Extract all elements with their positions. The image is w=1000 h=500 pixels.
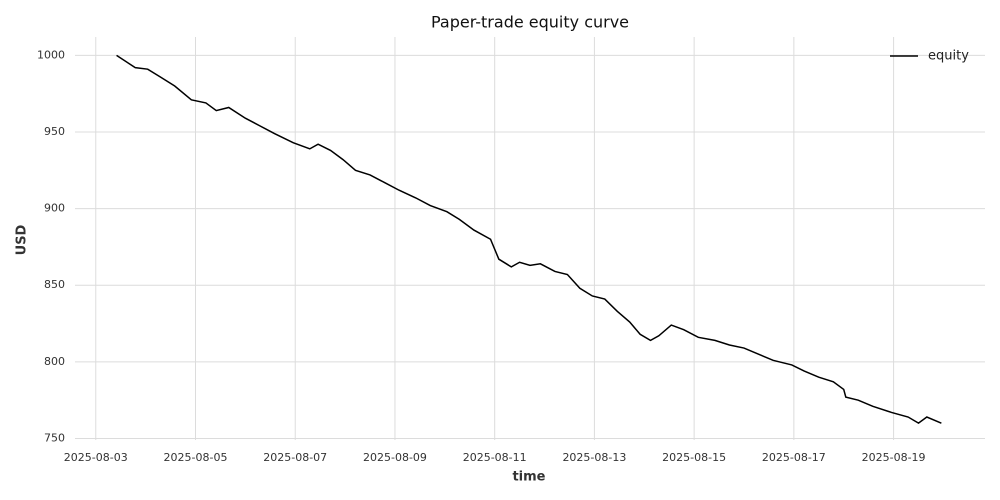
x-tick-label: 2025-08-15	[662, 451, 726, 464]
line-series	[116, 54, 942, 425]
y-tick-label: 850	[44, 278, 65, 291]
x-tick-label: 2025-08-13	[562, 451, 626, 464]
y-tick-label: 800	[44, 355, 65, 368]
x-tick-label: 2025-08-19	[862, 451, 926, 464]
y-tick-label: 900	[44, 202, 65, 215]
x-tick-label: 2025-08-05	[164, 451, 228, 464]
x-tick-label: 2025-08-07	[263, 451, 327, 464]
y-axis-label: USD	[15, 224, 30, 255]
x-tick-label: 2025-08-09	[363, 451, 427, 464]
x-axis-label: time	[512, 470, 545, 485]
y-tick-label: 750	[44, 431, 65, 444]
legend-label: equity	[928, 49, 969, 64]
x-tick-label: 2025-08-11	[463, 451, 527, 464]
y-tick-label: 1000	[37, 48, 65, 61]
y-tick-label: 950	[44, 125, 65, 138]
x-tick-label: 2025-08-03	[64, 451, 128, 464]
x-tick-label: 2025-08-17	[762, 451, 826, 464]
chart-title: Paper-trade equity curve	[431, 13, 629, 32]
